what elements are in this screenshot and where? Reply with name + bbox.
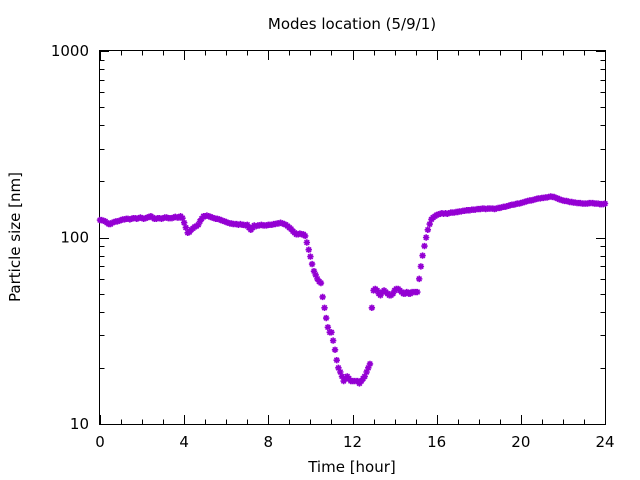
data-point	[335, 364, 342, 372]
data-point	[319, 293, 326, 301]
data-point	[328, 329, 335, 336]
data-point	[337, 368, 344, 376]
data-point	[419, 252, 426, 259]
data-point	[366, 360, 374, 368]
y-tick-label: 100	[60, 229, 89, 247]
data-point	[182, 224, 190, 231]
data-point	[179, 214, 186, 222]
data-point	[426, 220, 433, 228]
data-point	[307, 253, 314, 260]
data-point	[368, 304, 376, 311]
axis-ticks	[100, 51, 606, 425]
data-point	[424, 226, 432, 233]
x-tick-label: 4	[179, 433, 189, 451]
x-tick-label: 8	[264, 433, 274, 451]
plot-frame	[99, 50, 606, 425]
data-point	[244, 221, 251, 228]
data-point	[373, 287, 381, 294]
x-tick-label: 12	[343, 433, 362, 451]
data-point	[329, 337, 337, 344]
data-point	[324, 324, 332, 331]
data-point	[601, 200, 609, 207]
data-point	[310, 267, 318, 275]
data-point	[301, 232, 309, 240]
y-tick-label: 10	[70, 415, 89, 433]
x-axis-label: Time [hour]	[307, 458, 396, 476]
data-point	[195, 221, 202, 228]
data-point	[422, 234, 430, 241]
x-tick-label: 24	[595, 433, 614, 451]
data-point	[333, 356, 340, 364]
data-point	[377, 292, 384, 299]
y-tick-label: 1000	[51, 42, 89, 60]
data-point	[180, 219, 188, 226]
x-tick-label: 16	[427, 433, 446, 451]
data-point	[338, 373, 346, 380]
data-point	[314, 275, 321, 283]
data-point	[305, 246, 312, 253]
data-point	[416, 275, 423, 283]
data-point	[365, 364, 372, 372]
data-point	[389, 290, 397, 297]
data-point	[421, 242, 428, 250]
chart-title: Modes location (5/9/1)	[268, 15, 436, 33]
data-point	[417, 263, 425, 270]
data-point	[322, 314, 330, 322]
x-tick-label: 20	[511, 433, 530, 451]
axis-tick-labels: 0 4 8 12 16 20 24 10 100 1000	[51, 42, 615, 451]
data-point	[308, 260, 316, 268]
data-point	[361, 373, 368, 380]
x-tick-label: 0	[95, 433, 105, 451]
data-point	[363, 368, 370, 376]
data-point	[414, 288, 421, 296]
y-axis-label: Particle size [nm]	[6, 172, 24, 302]
data-point	[303, 239, 311, 246]
data-point	[317, 279, 325, 287]
data-point	[321, 304, 328, 311]
data-point	[312, 271, 319, 279]
data-points	[96, 193, 609, 387]
data-point	[331, 346, 339, 353]
